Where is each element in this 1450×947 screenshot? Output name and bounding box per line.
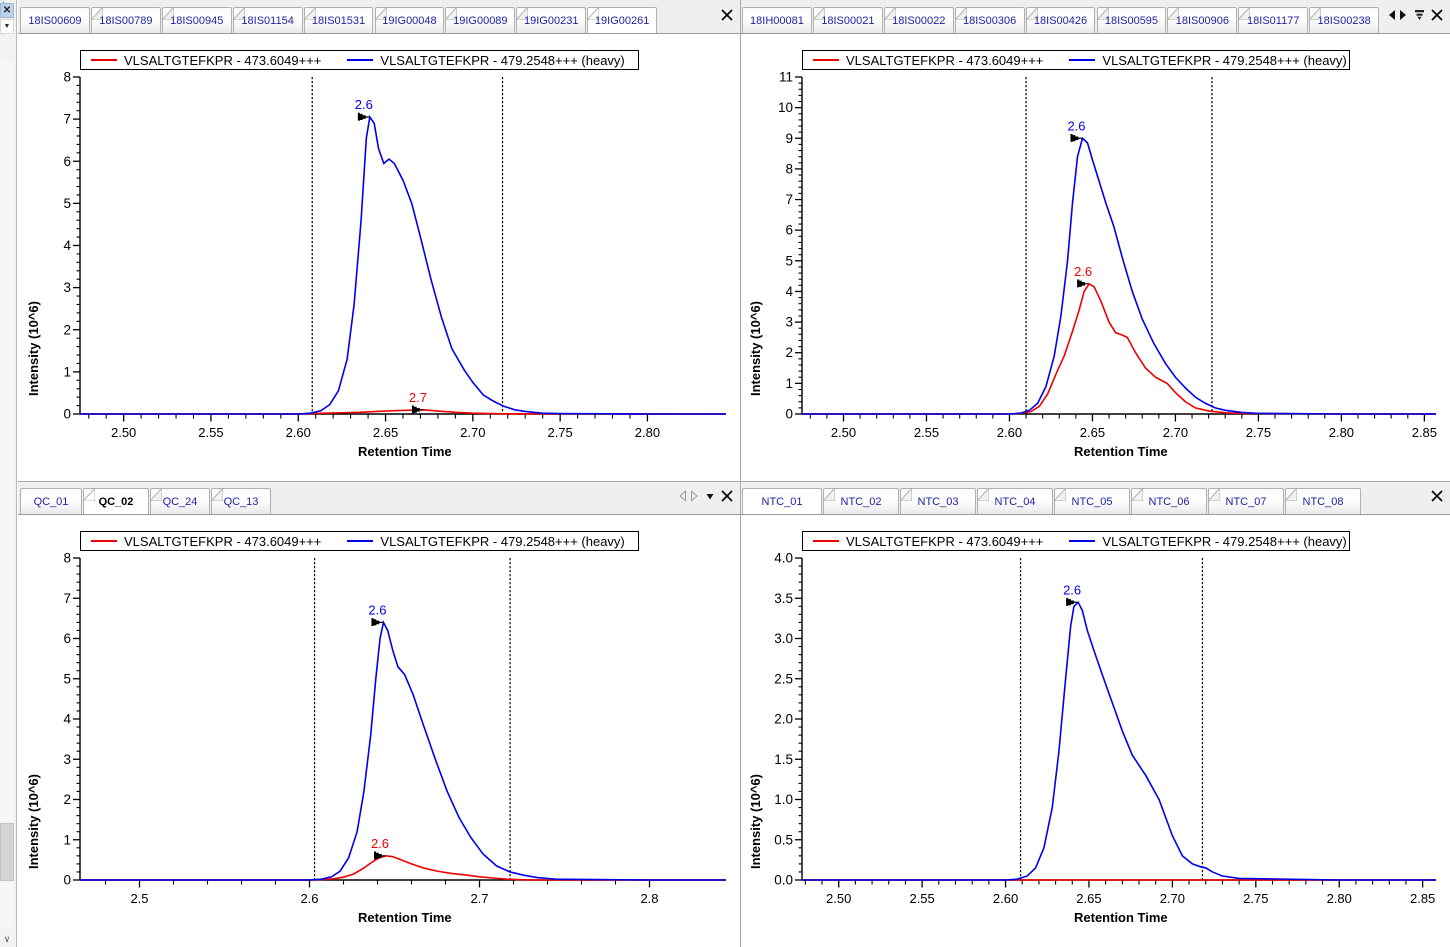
svg-text:2.75: 2.75 [1246,425,1271,440]
svg-text:3.0: 3.0 [774,631,793,646]
svg-text:2.65: 2.65 [1076,891,1101,906]
svg-text:0: 0 [785,407,793,422]
svg-text:2.65: 2.65 [1080,425,1105,440]
svg-text:2.6: 2.6 [1074,264,1092,279]
svg-text:2.6: 2.6 [371,836,389,851]
svg-text:2.6: 2.6 [368,602,386,617]
svg-text:11: 11 [779,70,793,85]
svg-text:6: 6 [63,154,71,169]
svg-text:8: 8 [63,70,71,85]
svg-text:2.70: 2.70 [1163,425,1188,440]
svg-text:2.50: 2.50 [111,425,136,440]
svg-text:1: 1 [63,832,71,847]
svg-text:2.60: 2.60 [997,425,1022,440]
svg-text:2: 2 [63,322,71,337]
svg-text:6: 6 [63,631,71,646]
svg-text:7: 7 [63,112,71,127]
svg-text:5: 5 [63,671,71,686]
svg-text:2.55: 2.55 [914,425,939,440]
svg-text:2.85: 2.85 [1412,425,1437,440]
svg-text:0: 0 [63,407,71,422]
svg-text:2.6: 2.6 [300,891,318,906]
svg-text:1.5: 1.5 [774,752,793,767]
svg-text:4: 4 [63,712,71,727]
svg-text:3.5: 3.5 [774,591,793,606]
svg-text:3: 3 [63,752,71,767]
svg-text:2.60: 2.60 [993,891,1018,906]
svg-text:2.85: 2.85 [1410,891,1435,906]
svg-text:2.6: 2.6 [1067,118,1085,133]
svg-text:2.5: 2.5 [130,891,148,906]
svg-text:8: 8 [63,551,71,566]
svg-text:3: 3 [785,315,793,330]
svg-text:2.65: 2.65 [373,425,398,440]
svg-text:4: 4 [63,238,71,253]
svg-text:4.0: 4.0 [774,551,793,566]
svg-text:7: 7 [785,192,793,207]
svg-text:5: 5 [785,253,793,268]
svg-text:2.80: 2.80 [1329,425,1354,440]
svg-text:2.75: 2.75 [547,425,572,440]
svg-text:2.80: 2.80 [635,425,660,440]
svg-text:2.6: 2.6 [355,97,373,112]
svg-text:7: 7 [63,591,71,606]
svg-text:1.0: 1.0 [774,792,793,807]
svg-text:2.8: 2.8 [640,891,658,906]
svg-text:2.7: 2.7 [409,390,427,405]
svg-text:2.0: 2.0 [774,712,793,727]
svg-text:2.80: 2.80 [1327,891,1352,906]
svg-text:2.5: 2.5 [774,671,793,686]
svg-text:2.70: 2.70 [1160,891,1185,906]
svg-text:2.50: 2.50 [826,891,851,906]
svg-text:8: 8 [785,161,793,176]
svg-text:3: 3 [63,280,71,295]
svg-text:5: 5 [63,196,71,211]
svg-text:2.55: 2.55 [198,425,223,440]
svg-text:1: 1 [63,364,71,379]
svg-text:9: 9 [785,131,793,146]
svg-text:2.7: 2.7 [470,891,488,906]
svg-text:2.70: 2.70 [460,425,485,440]
svg-text:2: 2 [63,792,71,807]
svg-text:6: 6 [785,223,793,238]
svg-text:2.50: 2.50 [831,425,856,440]
svg-text:2.6: 2.6 [1063,582,1081,597]
svg-text:2: 2 [785,345,793,360]
svg-text:4: 4 [785,284,793,299]
svg-text:10: 10 [778,100,793,115]
svg-text:2.60: 2.60 [286,425,311,440]
svg-text:0.0: 0.0 [774,873,793,888]
svg-text:0.5: 0.5 [774,832,793,847]
svg-text:2.75: 2.75 [1243,891,1268,906]
svg-text:0: 0 [63,873,71,888]
svg-text:2.55: 2.55 [909,891,934,906]
svg-text:1: 1 [785,376,793,391]
